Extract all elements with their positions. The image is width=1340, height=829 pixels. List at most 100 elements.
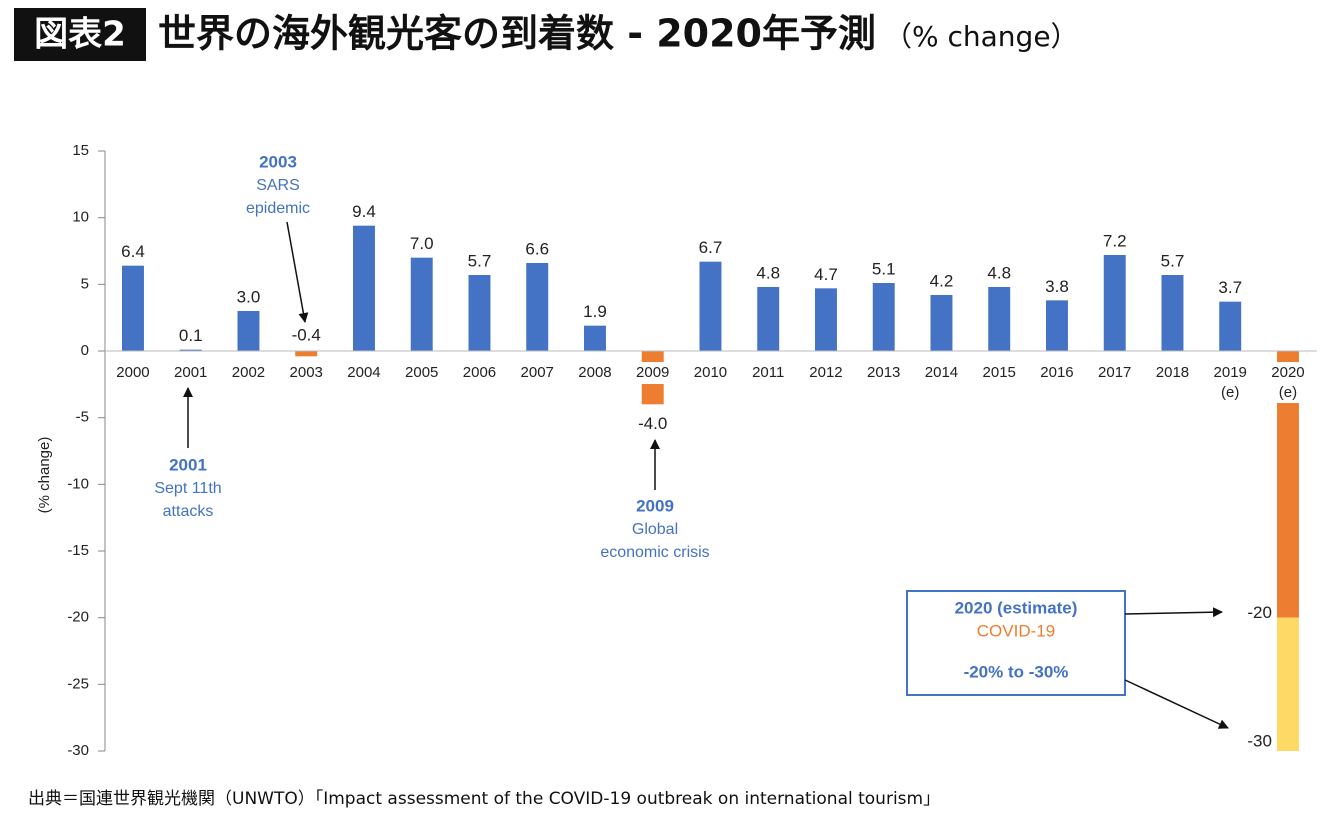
value-label: 9.4 (352, 202, 376, 221)
value-label: 3.0 (237, 287, 261, 306)
value-label: 0.1 (179, 326, 203, 345)
bar (1103, 255, 1126, 351)
estimate-arrow (1124, 679, 1229, 729)
x-tick-label: 2012 (809, 364, 842, 381)
y-tick-label: 10 (72, 209, 89, 226)
value-label: 6.7 (699, 238, 723, 257)
label-bg (167, 362, 214, 384)
y-tick-label: 15 (72, 142, 89, 159)
y-tick-label: -30 (67, 742, 89, 759)
value-label: 3.8 (1045, 277, 1069, 296)
estimate-box-cause: COVID-19 (977, 621, 1055, 640)
y-tick-label: -25 (67, 675, 89, 692)
annotation-text: Sept 11th (154, 480, 221, 497)
estimate-label: -20 (1247, 603, 1272, 622)
x-tick-label: 2016 (1040, 364, 1073, 381)
bar (872, 283, 895, 351)
label-bg (745, 362, 792, 384)
label-bg (340, 362, 388, 384)
x-tick-note: (e) (1221, 384, 1239, 401)
x-tick-label: 2009 (636, 364, 669, 381)
annotation-text: SARS (256, 177, 300, 194)
value-label: 4.8 (756, 263, 780, 282)
label-bg (514, 362, 561, 384)
annotation-text: economic crisis (600, 544, 709, 561)
label-bg (976, 362, 1023, 384)
estimate-bar-range (1277, 617, 1299, 751)
badge: 図表2 (34, 15, 126, 55)
x-tick-label: 2020 (1271, 364, 1304, 381)
x-tick-label: 2002 (232, 364, 265, 381)
x-tick-label: 2011 (752, 364, 784, 381)
value-label: 4.2 (930, 271, 954, 290)
y-tick-label: 5 (81, 275, 89, 292)
value-label: 4.8 (987, 263, 1011, 282)
label-bg (456, 362, 503, 384)
label-bg (1149, 362, 1196, 384)
estimate-bar-low (1277, 351, 1299, 618)
x-tick-label: 2014 (925, 364, 958, 381)
annotation-title: 2003 (259, 152, 297, 171)
bar (1219, 301, 1242, 351)
badge-box (14, 8, 146, 61)
annotation-arrow (286, 221, 309, 323)
x-tick-label: 2013 (867, 364, 900, 381)
annotation-title: 2009 (636, 496, 674, 515)
value-label: 7.2 (1103, 231, 1127, 250)
y-tick-label: -15 (67, 542, 89, 559)
chart-title: 世界の海外観光客の到着数 - 2020年予測 (158, 12, 876, 56)
x-tick-label: 2001 (174, 364, 207, 381)
annotation-text: attacks (163, 503, 214, 520)
bar (815, 288, 837, 351)
value-label: 4.7 (814, 265, 838, 284)
label-bg (225, 362, 272, 384)
x-tick-label: 2003 (290, 364, 323, 381)
source: 出典＝国連世界観光機関（UNWTO）「Impact assessment of … (28, 789, 940, 809)
x-tick-label: 2005 (405, 364, 438, 381)
bar (699, 261, 722, 351)
y-axis-label: (% change) (36, 437, 53, 514)
x-tick-label: 2000 (116, 364, 149, 381)
estimate-arrow (1124, 607, 1223, 618)
estimate-box-title: 2020 (estimate) (955, 598, 1078, 617)
value-label: 6.4 (121, 242, 145, 261)
x-tick-label: 2019 (1214, 364, 1247, 381)
x-tick-label: 2004 (347, 364, 380, 381)
label-bg (1033, 362, 1081, 384)
value-label: 1.9 (583, 302, 607, 321)
value-label: 5.7 (1161, 251, 1185, 270)
value-label: 7.0 (410, 234, 434, 253)
x-tick-label: 2006 (463, 364, 496, 381)
chart-subtitle: （% change） (884, 20, 1079, 53)
label-bg (283, 362, 330, 384)
bar (122, 265, 144, 351)
label-bg (1091, 362, 1138, 384)
label-bg (687, 362, 734, 384)
bar (295, 351, 318, 357)
y-tick-label: -20 (67, 609, 89, 626)
y-tick-label: -10 (67, 475, 89, 492)
bar (1161, 275, 1184, 351)
bar (757, 287, 780, 351)
value-label: 5.7 (468, 251, 492, 270)
annotation-title: 2001 (169, 455, 207, 474)
bar (353, 225, 375, 351)
annotation-text: epidemic (246, 200, 310, 217)
label-bg (860, 362, 907, 384)
bar (410, 257, 433, 351)
label-bg (1264, 362, 1312, 403)
x-tick-label: 2007 (521, 364, 554, 381)
label-bg (802, 362, 850, 384)
y-tick-label: 0 (81, 342, 89, 359)
value-label: -0.4 (292, 325, 321, 344)
estimate-label: -30 (1247, 731, 1272, 750)
x-tick-label: 2015 (983, 364, 1016, 381)
value-label: 5.1 (872, 259, 896, 278)
label-bg (571, 362, 619, 384)
label-bg (109, 362, 157, 384)
label-bg (629, 362, 676, 384)
bar (584, 325, 606, 351)
bar (179, 349, 202, 351)
value-label: 3.7 (1218, 278, 1242, 297)
